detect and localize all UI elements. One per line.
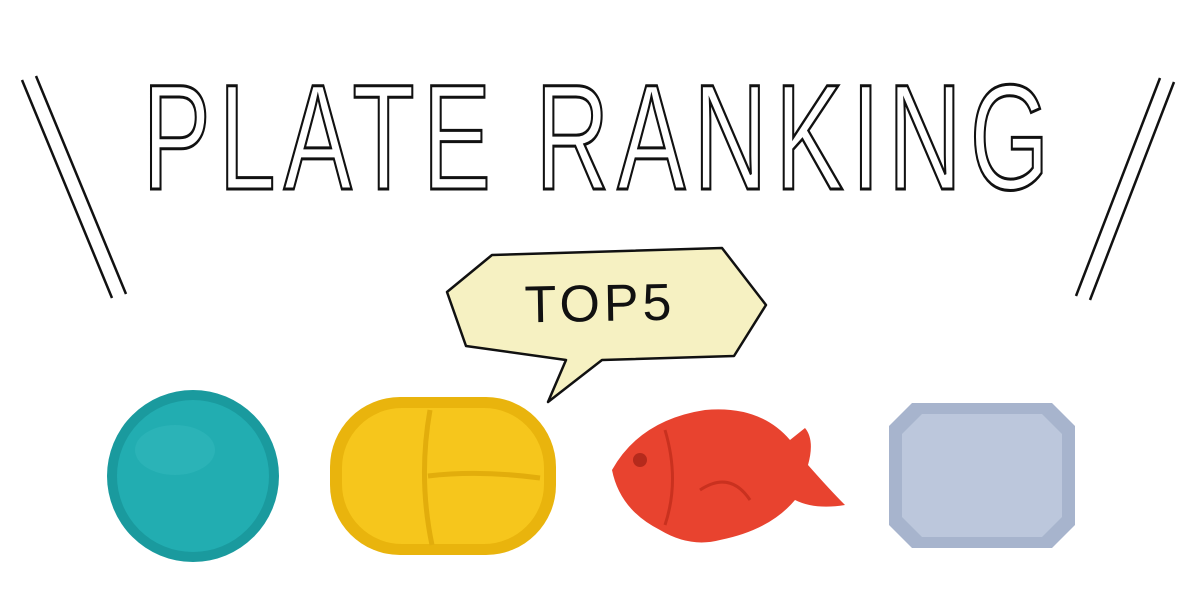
top5-badge: TOP5 bbox=[524, 273, 676, 335]
speech-bubble bbox=[445, 246, 768, 404]
yellow-divided-plate bbox=[330, 397, 556, 555]
left-slash-marks bbox=[20, 75, 128, 299]
blue-octagonal-plate bbox=[889, 403, 1075, 548]
red-fish-plate bbox=[612, 409, 845, 543]
page-title: PLATE RANKING bbox=[142, 53, 1058, 221]
teal-round-plate bbox=[107, 390, 279, 562]
right-slash-marks bbox=[1074, 77, 1176, 301]
